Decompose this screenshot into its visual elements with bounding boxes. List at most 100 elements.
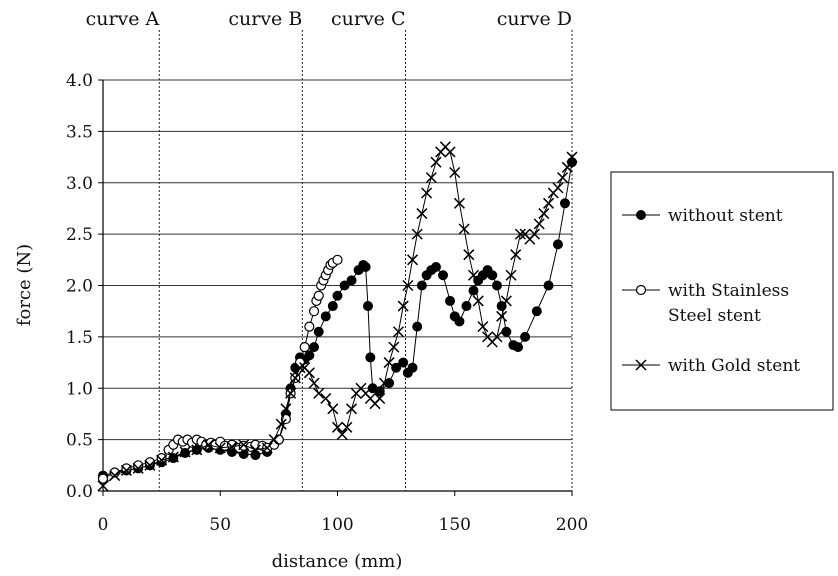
legend: without stent with Stainless Steel stent wi…	[610, 171, 834, 411]
curve-label-0: curve A	[86, 8, 160, 30]
x-tick-label-2: 100	[321, 515, 353, 535]
series-2-point-76	[561, 161, 573, 173]
series-0-point-50	[461, 301, 472, 312]
series-0-point-42	[416, 280, 427, 291]
series-2-point-23	[308, 377, 320, 389]
series-2-point-58	[477, 321, 489, 333]
series-2-point-26	[327, 403, 339, 415]
series-2-point-72	[543, 197, 555, 209]
series-1-point-43	[332, 254, 343, 265]
series-line-2	[102, 146, 573, 487]
series-2-point-18	[285, 387, 297, 399]
series-0-point-63	[543, 280, 554, 291]
series-2-point-71	[538, 208, 550, 220]
legend-label-1: with Stainless	[668, 281, 789, 301]
series-0-point-56	[491, 280, 502, 291]
series-2-point-45	[416, 208, 428, 220]
series-2-point-2	[120, 464, 132, 476]
series-2-point-36	[374, 392, 386, 405]
series-2-point-74	[552, 182, 564, 194]
series-2-point-70	[533, 218, 545, 230]
curve-label-3: curve D	[497, 8, 572, 30]
series-0-point-24	[320, 311, 331, 322]
series-0-point-28	[346, 275, 357, 286]
tick-labels: 0.0 0.5 1.0 1.5 2.0 2.5 3.0 3.5 4.0 0 50 100 150 200	[66, 71, 588, 535]
series-2-point-56	[467, 269, 480, 281]
y-tick-label-5: 2.5	[66, 225, 93, 245]
series-2-point-13	[249, 444, 261, 456]
series-2-point-19	[289, 372, 301, 384]
series-2-point-10	[214, 442, 226, 454]
y-tick-label-7: 3.5	[66, 122, 93, 142]
series-2-point-30	[346, 403, 358, 415]
y-tick-label-3: 1.5	[66, 328, 93, 348]
y-tick-label-4: 2.0	[66, 277, 93, 297]
series-2-point-38	[383, 357, 395, 369]
x-tick-label-4: 200	[556, 515, 588, 535]
y-tick-label-0: 0.0	[66, 482, 93, 502]
series-2-point-55	[463, 249, 475, 261]
legend-marker-2	[635, 359, 647, 371]
series-2-point-29	[341, 421, 353, 433]
series-0-point-32	[362, 301, 373, 312]
series-0-point-37	[391, 362, 402, 373]
series-0-point-33	[365, 352, 376, 363]
series-1-point-33	[304, 321, 315, 332]
series-2-point-61	[491, 331, 503, 343]
x-axis-title: distance (mm)	[272, 551, 403, 572]
series-2-point-24	[313, 387, 325, 399]
series-2-point-65	[510, 249, 522, 261]
series-1-point-5	[156, 453, 167, 464]
series-0-point-36	[384, 378, 395, 389]
series-1-point-34	[308, 306, 320, 317]
legend-label-1-line-1: Steel stent	[668, 306, 761, 326]
series-2-point-22	[303, 367, 315, 379]
series-2-point-17	[280, 403, 292, 415]
series-2-point-46	[421, 187, 433, 199]
series-0-point-23	[313, 326, 324, 337]
series-0-point-58	[501, 326, 512, 337]
legend-marker-1	[635, 284, 647, 296]
series-2-point-40	[392, 326, 405, 338]
x-tick-label-1: 50	[209, 515, 231, 535]
series-2-point-8	[191, 444, 203, 456]
series-0-point-49	[454, 316, 465, 327]
series-2-point-6	[167, 451, 179, 463]
series-0-point-55	[487, 270, 498, 281]
series-2-point-77	[566, 151, 578, 163]
series-2-point-75	[557, 172, 569, 184]
series-line-0	[102, 162, 573, 477]
series-2-point-14	[261, 442, 273, 454]
series-2-point-52	[449, 166, 461, 179]
series-2-point-48	[430, 156, 442, 168]
series-0-point-40	[407, 362, 418, 373]
series-0-point-26	[332, 290, 343, 301]
series-2-point-53	[453, 197, 465, 209]
x-tick-label-3: 150	[439, 515, 471, 535]
y-tick-label-6: 3.0	[66, 174, 93, 194]
y-tick-label-8: 4.0	[66, 71, 93, 91]
series-2	[97, 141, 578, 492]
series-2-point-11	[226, 441, 238, 453]
y-tick-label-1: 0.5	[66, 431, 93, 451]
series-2-point-54	[458, 223, 470, 235]
series-0-point-61	[520, 331, 531, 342]
series-2-point-64	[505, 269, 517, 281]
series-2-point-43	[407, 254, 419, 266]
series-0-point-46	[438, 270, 449, 281]
series-2-point-20	[294, 362, 306, 374]
axes	[102, 80, 572, 492]
y-axis-title: force (N)	[14, 244, 35, 326]
series-2-point-27	[331, 421, 344, 433]
series-0-point-22	[309, 342, 320, 353]
legend-label-2: with Gold stent	[668, 356, 800, 376]
series-0-point-64	[552, 239, 563, 250]
series-0-point-65	[559, 198, 570, 209]
series-2-point-42	[402, 279, 414, 292]
y-tick-label-2: 1.0	[66, 379, 93, 399]
series-0-point-41	[412, 321, 423, 332]
series-2-point-57	[472, 295, 484, 307]
x-tick-label-0: 0	[98, 515, 109, 535]
series-2-point-28	[336, 428, 348, 441]
series-2-point-1	[109, 470, 121, 482]
